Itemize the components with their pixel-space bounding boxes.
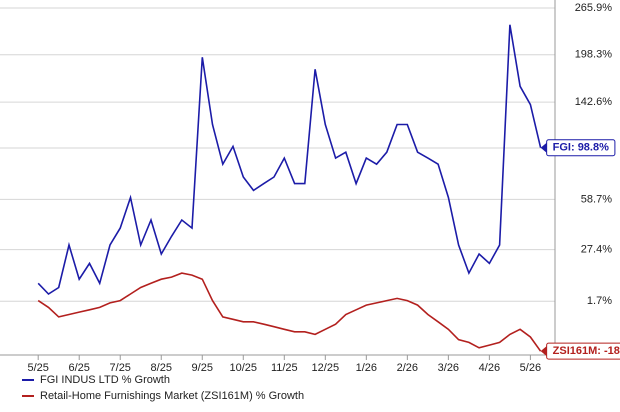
x-tick-label: 8/25 bbox=[151, 362, 172, 374]
x-tick-label: 10/25 bbox=[230, 362, 258, 374]
x-tick-label: 2/26 bbox=[397, 362, 418, 374]
series-line bbox=[37, 272, 542, 352]
plot-area bbox=[0, 0, 555, 355]
x-tick-label: 4/26 bbox=[479, 362, 500, 374]
end-label: ZSI161M: -18.2% bbox=[553, 345, 620, 357]
end-label-pointer bbox=[540, 346, 547, 357]
x-tick-label: 12/25 bbox=[312, 362, 340, 374]
x-tick-label: 11/25 bbox=[271, 362, 298, 374]
legend-label: Retail-Home Furnishings Market (ZSI161M)… bbox=[40, 390, 304, 402]
end-label-pointer bbox=[540, 142, 547, 153]
y-tick-label: 198.3% bbox=[575, 49, 613, 61]
x-tick-label: 9/25 bbox=[192, 362, 213, 374]
end-label: FGI: 98.8% bbox=[553, 142, 609, 154]
x-tick-label: 3/26 bbox=[438, 362, 459, 374]
y-tick-label: 1.7% bbox=[587, 295, 612, 307]
x-tick-label: 7/25 bbox=[110, 362, 131, 374]
series-line bbox=[37, 24, 542, 296]
x-tick-label: 6/25 bbox=[69, 362, 90, 374]
y-tick-label: 58.7% bbox=[581, 193, 612, 205]
legend-label: FGI INDUS LTD % Growth bbox=[40, 374, 170, 386]
y-tick-label: 265.9% bbox=[575, 2, 613, 14]
y-tick-label: 27.4% bbox=[581, 244, 612, 256]
x-tick-label: 5/26 bbox=[520, 362, 541, 374]
x-tick-label: 5/25 bbox=[27, 362, 48, 374]
x-tick-label: 1/26 bbox=[356, 362, 377, 374]
y-tick-label: 142.6% bbox=[575, 96, 613, 108]
